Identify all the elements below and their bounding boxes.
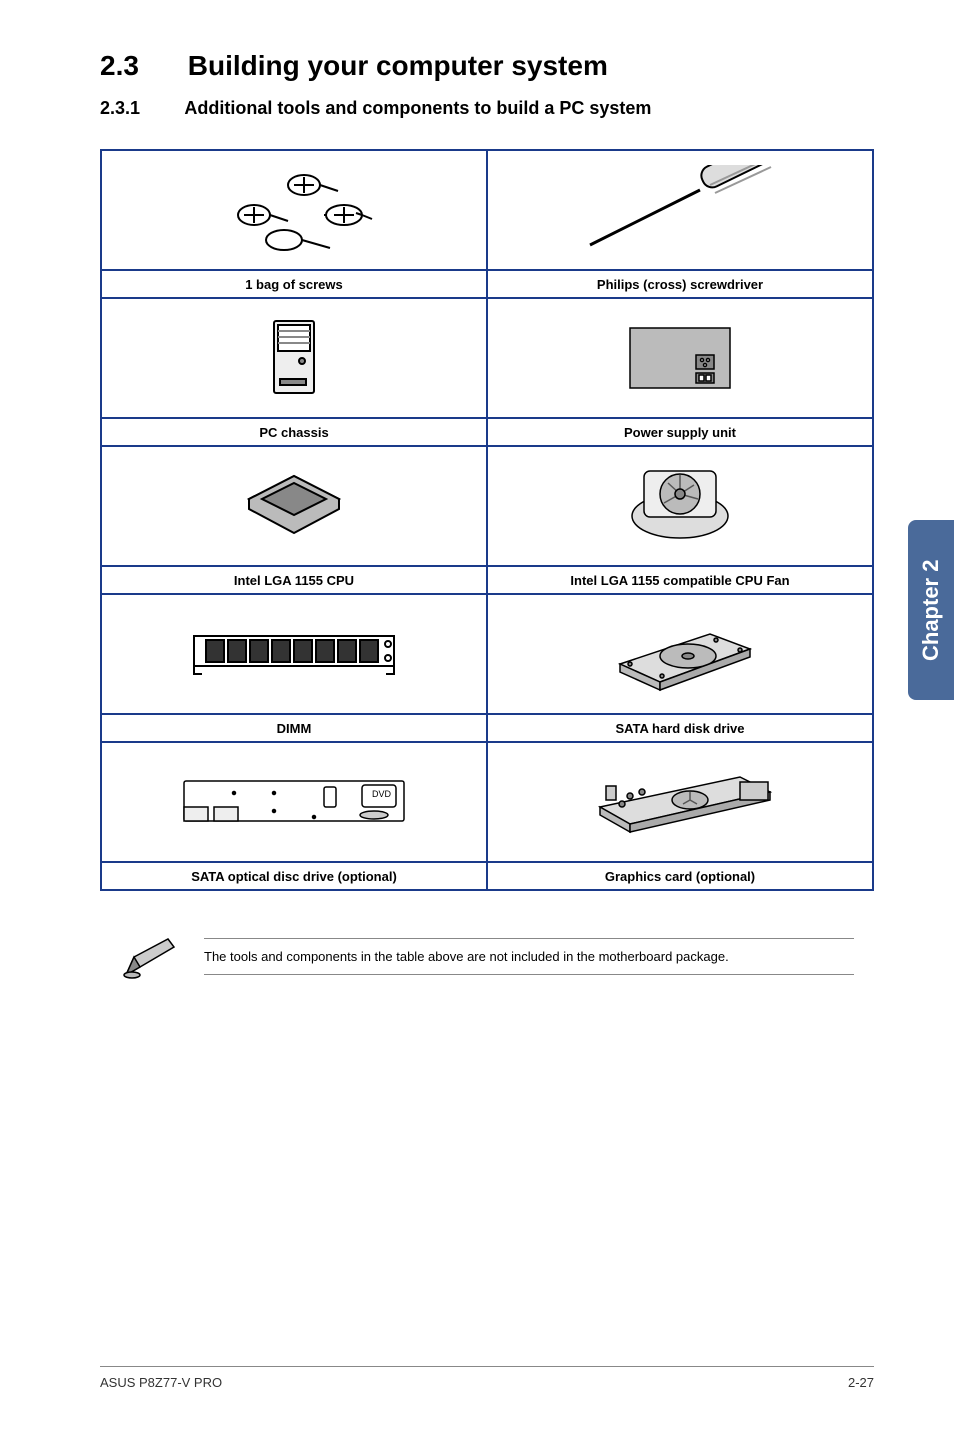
cpu-fan-label: Intel LGA 1155 compatible CPU Fan bbox=[487, 566, 873, 594]
cpu-image bbox=[101, 446, 487, 566]
graphics-card-image bbox=[487, 742, 873, 862]
screws-label: 1 bag of screws bbox=[101, 270, 487, 298]
psu-label: Power supply unit bbox=[487, 418, 873, 446]
heading-number: 2.3 bbox=[100, 50, 180, 82]
note-text: The tools and components in the table ab… bbox=[204, 938, 854, 975]
svg-text:DVD: DVD bbox=[372, 789, 392, 799]
chassis-label: PC chassis bbox=[101, 418, 487, 446]
psu-image bbox=[487, 298, 873, 418]
cpu-fan-image bbox=[487, 446, 873, 566]
screws-image bbox=[101, 150, 487, 270]
footer-right: 2-27 bbox=[848, 1375, 874, 1390]
screwdriver-image bbox=[487, 150, 873, 270]
chapter-tab: Chapter 2 bbox=[908, 520, 954, 700]
footer-left: ASUS P8Z77-V PRO bbox=[100, 1375, 222, 1390]
cpu-label: Intel LGA 1155 CPU bbox=[101, 566, 487, 594]
page-footer: ASUS P8Z77-V PRO 2-27 bbox=[100, 1366, 874, 1390]
dimm-label: DIMM bbox=[101, 714, 487, 742]
section-heading: 2.3 Building your computer system bbox=[100, 50, 874, 82]
subheading-number: 2.3.1 bbox=[100, 98, 180, 119]
chassis-image bbox=[101, 298, 487, 418]
dimm-image bbox=[101, 594, 487, 714]
hdd-image bbox=[487, 594, 873, 714]
graphics-card-label: Graphics card (optional) bbox=[487, 862, 873, 890]
optical-drive-image: DVD bbox=[101, 742, 487, 862]
note-row: The tools and components in the table ab… bbox=[100, 931, 874, 981]
hdd-label: SATA hard disk drive bbox=[487, 714, 873, 742]
subheading-text: Additional tools and components to build… bbox=[184, 98, 651, 118]
components-table: 1 bag of screws Philips (cross) screwdri… bbox=[100, 149, 874, 891]
heading-text: Building your computer system bbox=[188, 50, 608, 81]
subsection-heading: 2.3.1 Additional tools and components to… bbox=[100, 98, 874, 119]
pencil-icon bbox=[120, 931, 180, 981]
optical-drive-label: SATA optical disc drive (optional) bbox=[101, 862, 487, 890]
screwdriver-label: Philips (cross) screwdriver bbox=[487, 270, 873, 298]
